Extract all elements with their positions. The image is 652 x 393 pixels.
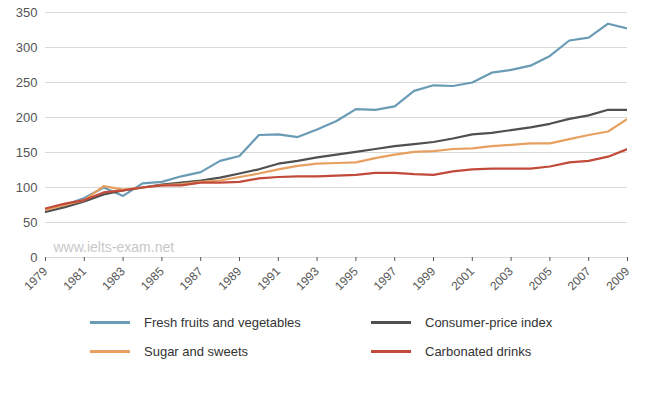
html-text:Fresh fruits and vegetables: Fresh fruits and vegetables — [144, 315, 301, 330]
svg-text:1985: 1985 — [138, 264, 167, 293]
html-text:Consumer-price index: Consumer-price index — [425, 315, 553, 330]
svg-text:1991: 1991 — [254, 264, 283, 293]
svg-text:1993: 1993 — [293, 264, 322, 293]
svg-text:1983: 1983 — [99, 264, 128, 293]
svg-text:www.ielts-exam.net: www.ielts-exam.net — [53, 239, 175, 255]
svg-text:1997: 1997 — [371, 264, 400, 293]
svg-text:2007: 2007 — [565, 264, 594, 293]
svg-text:150: 150 — [16, 145, 38, 160]
svg-text:0: 0 — [30, 250, 37, 265]
svg-text:50: 50 — [23, 215, 37, 230]
svg-text:2003: 2003 — [487, 264, 516, 293]
html-text:Sugar and sweets: Sugar and sweets — [144, 344, 249, 359]
svg-text:250: 250 — [16, 75, 38, 90]
svg-text:2009: 2009 — [604, 264, 633, 293]
html-text:Carbonated drinks: Carbonated drinks — [425, 344, 532, 359]
svg-text:100: 100 — [16, 180, 38, 195]
svg-text:200: 200 — [16, 110, 38, 125]
svg-text:2005: 2005 — [526, 264, 555, 293]
svg-text:350: 350 — [16, 5, 38, 20]
svg-text:2001: 2001 — [448, 264, 477, 293]
svg-text:1989: 1989 — [216, 264, 245, 293]
svg-text:300: 300 — [16, 40, 38, 55]
svg-text:1979: 1979 — [22, 264, 51, 293]
svg-text:1981: 1981 — [60, 264, 89, 293]
svg-text:1995: 1995 — [332, 264, 361, 293]
svg-text:1999: 1999 — [410, 264, 439, 293]
svg-text:1987: 1987 — [177, 264, 206, 293]
